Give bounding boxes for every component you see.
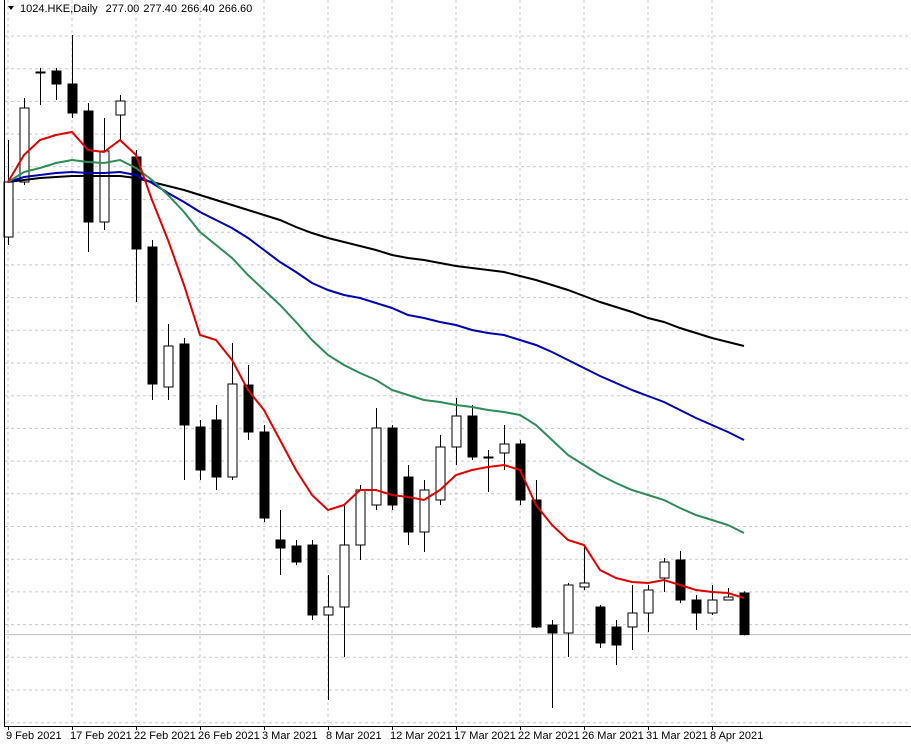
candle-body bbox=[275, 539, 286, 549]
candle-body bbox=[691, 599, 702, 614]
candle-body bbox=[659, 561, 670, 579]
candle-body bbox=[483, 456, 494, 459]
candle-body bbox=[227, 383, 238, 478]
candle-body bbox=[451, 415, 462, 448]
candle-body bbox=[627, 612, 638, 628]
candle-body bbox=[387, 427, 398, 506]
x-tick-label: 17 Mar 2021 bbox=[454, 730, 516, 742]
x-tick-label: 3 Mar 2021 bbox=[262, 730, 318, 742]
candle-body bbox=[707, 599, 718, 614]
ohlc-label: 266.60 bbox=[219, 3, 253, 15]
candle-body bbox=[291, 545, 302, 563]
candle-body bbox=[643, 589, 654, 614]
candle-body bbox=[355, 489, 366, 546]
candle-body bbox=[595, 606, 606, 644]
x-tick-label: 8 Mar 2021 bbox=[326, 730, 382, 742]
candle-body bbox=[611, 626, 622, 646]
x-tick-label: 17 Feb 2021 bbox=[70, 730, 132, 742]
candle-body bbox=[179, 343, 190, 426]
moving-average bbox=[7, 158, 745, 534]
candle-body bbox=[531, 499, 542, 628]
candle-body bbox=[419, 489, 430, 533]
candle-body bbox=[259, 431, 270, 519]
x-tick-label: 26 Mar 2021 bbox=[582, 730, 644, 742]
candle-body bbox=[499, 443, 510, 454]
moving-average bbox=[7, 170, 745, 441]
x-tick-label: 22 Feb 2021 bbox=[134, 730, 196, 742]
candle-body bbox=[435, 446, 446, 501]
candle-body bbox=[547, 624, 558, 634]
candle-body bbox=[19, 107, 30, 183]
candle-body bbox=[579, 582, 590, 588]
x-tick-label: 31 Mar 2021 bbox=[646, 730, 708, 742]
candle-body bbox=[83, 110, 94, 223]
moving-average bbox=[7, 175, 745, 347]
grid bbox=[5, 0, 911, 726]
x-tick-label: 26 Feb 2021 bbox=[198, 730, 260, 742]
candle-body bbox=[163, 345, 174, 388]
candle-body bbox=[67, 83, 78, 114]
ohlc-info: 277.00 277.40 266.40 266.60 bbox=[106, 3, 253, 15]
candle-body bbox=[403, 476, 414, 533]
candle-body bbox=[115, 100, 126, 116]
candle-body bbox=[35, 71, 46, 74]
x-tick-label: 9 Feb 2021 bbox=[6, 730, 62, 742]
menu-arrow[interactable] bbox=[8, 6, 14, 10]
candle-body bbox=[739, 592, 750, 636]
plot bbox=[3, 35, 911, 708]
candle-body bbox=[723, 596, 734, 601]
candle-body bbox=[307, 544, 318, 616]
candle-body bbox=[195, 426, 206, 471]
ohlc-label: 266.40 bbox=[181, 3, 215, 15]
candle-body bbox=[323, 606, 334, 616]
candle-body bbox=[675, 559, 686, 601]
candle-body bbox=[243, 384, 254, 433]
chart-title: 1024.HKE,Daily bbox=[20, 3, 98, 15]
candle-body bbox=[211, 419, 222, 478]
candle-body bbox=[339, 544, 350, 608]
x-tick-label: 12 Mar 2021 bbox=[390, 730, 452, 742]
candle-body bbox=[51, 70, 62, 85]
moving-average bbox=[7, 130, 745, 599]
x-tick-label: 8 Apr 2021 bbox=[710, 730, 763, 742]
x-tick-label: 22 Mar 2021 bbox=[518, 730, 580, 742]
ohlc-label: 277.00 bbox=[106, 3, 140, 15]
candle-body bbox=[467, 415, 478, 458]
ohlc-label: 277.40 bbox=[143, 3, 177, 15]
candle-body bbox=[147, 246, 158, 385]
candle-body bbox=[371, 427, 382, 506]
candle-body bbox=[563, 584, 574, 634]
candle-body bbox=[3, 181, 14, 238]
